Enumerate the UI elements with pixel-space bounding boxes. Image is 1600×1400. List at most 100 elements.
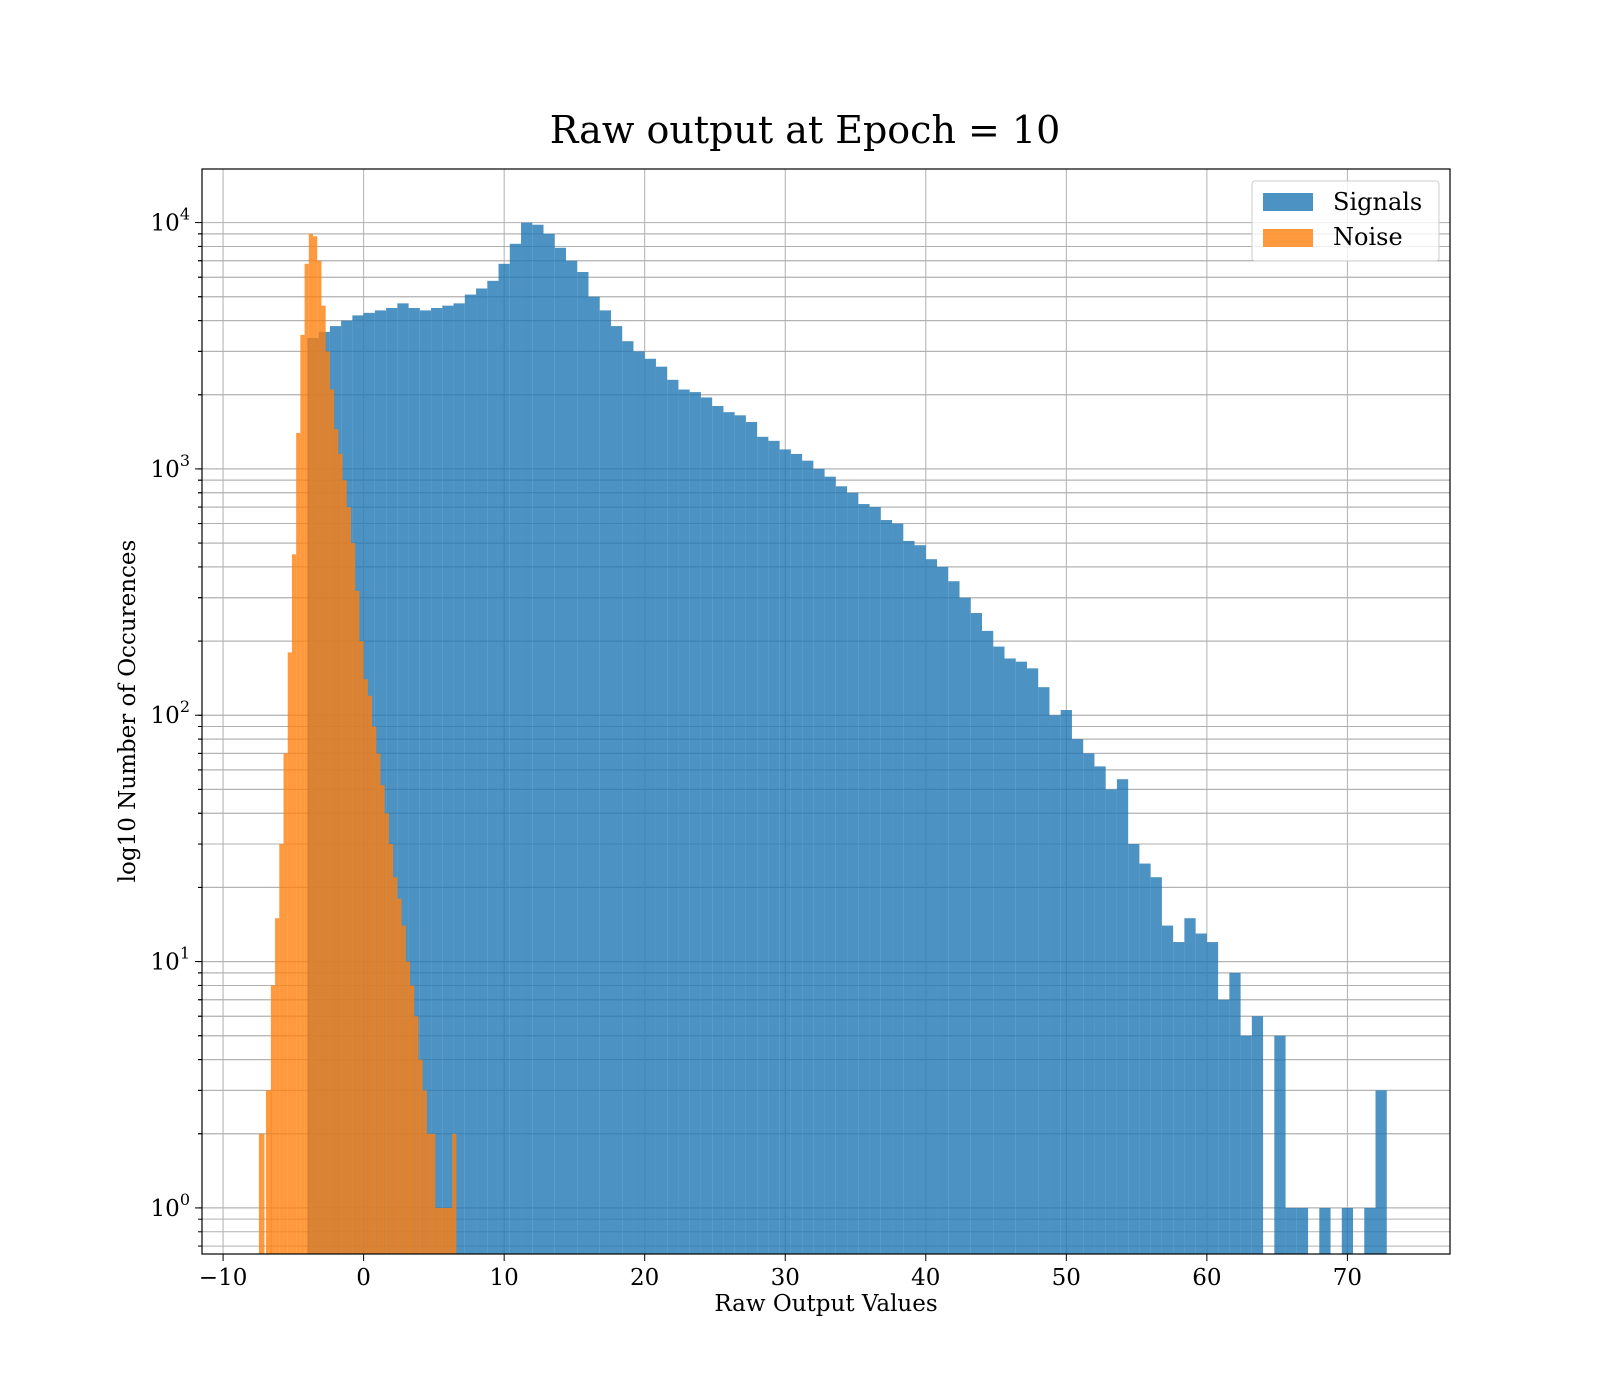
noise-bar [338, 453, 343, 1255]
signals-bar [914, 545, 926, 1254]
noise-bar [435, 1207, 440, 1254]
legend-label-noise: Noise [1333, 223, 1403, 251]
x-tick-label: 70 [1333, 1265, 1362, 1291]
noise-bar [452, 1133, 457, 1254]
signals-bar [1004, 658, 1016, 1254]
signals-bar [1015, 661, 1027, 1254]
signals-bar [1218, 999, 1230, 1254]
y-tick-label: 101 [151, 944, 190, 976]
signals-bar [1375, 1090, 1387, 1254]
signals-bar [689, 392, 701, 1254]
noise-bar [258, 1133, 265, 1254]
signals-bar [790, 453, 803, 1255]
noise-bar [372, 726, 377, 1254]
noise-bar [418, 1059, 423, 1254]
x-axis-label: Raw Output Values [714, 1291, 937, 1317]
noise-bar [363, 679, 368, 1254]
signals-bar [745, 422, 758, 1254]
legend-swatch-signals [1263, 193, 1313, 211]
signals-bar [1229, 972, 1241, 1254]
signals-bar [442, 305, 454, 1255]
noise-bar [287, 652, 292, 1254]
noise-bar [300, 334, 305, 1254]
noise-bar [313, 236, 318, 1255]
signals-bar [869, 507, 881, 1254]
signals-bar [464, 294, 477, 1254]
noise-bar [342, 480, 347, 1254]
noise-bar [270, 985, 276, 1254]
y-tick-label: 100 [151, 1190, 190, 1222]
signals-bar [408, 307, 420, 1254]
signals-bar [1116, 779, 1129, 1254]
signals-bar [509, 243, 522, 1255]
noise-bar [291, 554, 297, 1254]
signals-bar [1139, 863, 1151, 1254]
signals-bar [948, 581, 960, 1254]
chart-title: Raw output at Epoch = 10 [550, 108, 1061, 152]
noise-bar [296, 432, 301, 1254]
noise-bar [447, 1207, 453, 1254]
signals-bar [588, 296, 600, 1254]
noise-bar [355, 590, 360, 1254]
signals-bar [1274, 1035, 1286, 1254]
legend-swatch-noise [1263, 229, 1313, 247]
signals-bar [1049, 715, 1061, 1254]
signals-bar [712, 406, 724, 1254]
plot-area-frame [201, 168, 1451, 1255]
y-tick-label: 104 [151, 205, 190, 237]
signals-bar [431, 307, 443, 1254]
noise-bar [367, 695, 373, 1254]
noise-bar [308, 233, 314, 1254]
signals-bar [655, 366, 668, 1254]
signals-bar [723, 412, 735, 1254]
signals-bar [453, 303, 465, 1255]
signals-bar [903, 540, 915, 1254]
signals-bar [937, 566, 949, 1254]
signals-bar [633, 351, 645, 1254]
signals-bar [1285, 1207, 1297, 1254]
noise-bar [410, 985, 415, 1254]
signals-bar [1240, 1035, 1252, 1254]
noise-bar [393, 877, 398, 1254]
signals-bar [1060, 710, 1072, 1254]
noise-bar [422, 1090, 427, 1254]
signals-bar [1341, 1207, 1354, 1254]
noise-bar [439, 1207, 444, 1254]
signals-bar [678, 389, 690, 1254]
signals-bar [532, 224, 544, 1255]
noise-bar [321, 305, 326, 1255]
signals-bar [476, 288, 488, 1254]
signals-bar [1184, 918, 1196, 1254]
signals-bar [622, 341, 634, 1254]
signals-bar [1195, 933, 1207, 1254]
signals-bar [700, 397, 713, 1254]
signals-bar [644, 358, 656, 1254]
noise-bar [431, 1133, 436, 1254]
signals-bar [880, 520, 893, 1254]
signals-bar [858, 504, 870, 1254]
signals-bar [757, 436, 769, 1254]
signals-bar [554, 247, 566, 1255]
signals-bar [959, 597, 971, 1254]
y-tick-label: 103 [151, 451, 190, 483]
signals-bar [397, 303, 409, 1255]
x-tick-label: 50 [1052, 1265, 1081, 1291]
y-axis-label: log10 Number of Occurences [115, 540, 141, 883]
noise-bar [414, 1016, 419, 1254]
noise-bar [405, 961, 410, 1254]
signals-bar [982, 630, 994, 1254]
legend-label-signals: Signals [1333, 188, 1422, 216]
x-tick-label: 60 [1192, 1265, 1221, 1291]
signals-bar [419, 310, 432, 1254]
signals-bar [566, 260, 578, 1254]
signals-bar [577, 272, 589, 1254]
noise-bar [334, 429, 339, 1255]
legend: Signals Noise [1251, 180, 1440, 262]
noise-bar [346, 507, 351, 1254]
signals-bar [1038, 687, 1050, 1254]
signals-bar [1150, 877, 1162, 1254]
signals-bar [802, 460, 814, 1254]
signals-bar [521, 222, 533, 1254]
signals-bar [768, 440, 780, 1254]
